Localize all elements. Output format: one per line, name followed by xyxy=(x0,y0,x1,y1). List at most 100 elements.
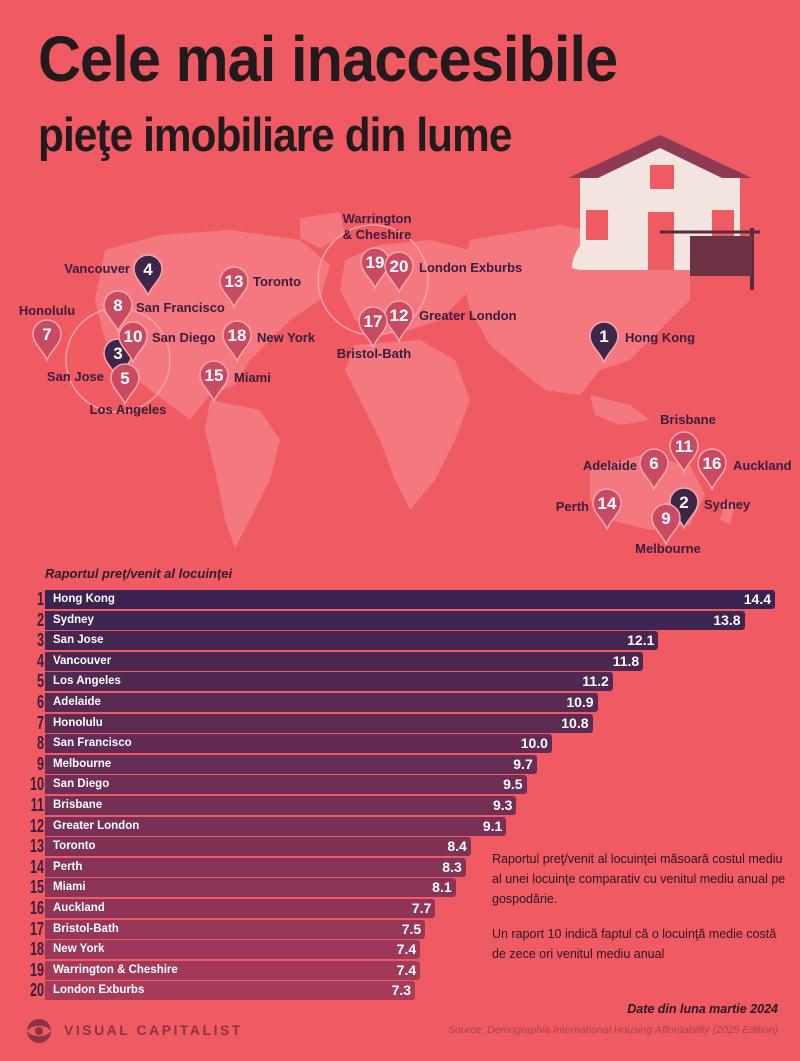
map-pin: 12 Greater London xyxy=(384,300,517,344)
bar-value-label: 10.9 xyxy=(566,694,594,710)
map-pin: 20 London Exburbs xyxy=(384,251,522,295)
bar-rank: 15 xyxy=(29,877,44,898)
map-pin: 8 San Francisco xyxy=(103,290,225,334)
bar-rank: 5 xyxy=(36,671,44,692)
bar-category-label: San Diego xyxy=(53,778,110,791)
new-zealand-shape xyxy=(720,500,735,525)
map-pin: 14 Perth xyxy=(556,488,622,532)
bar xyxy=(45,816,507,836)
bar-value-label: 14.4 xyxy=(743,591,771,607)
explanation-note-1: Raportul preţ/venit al locuinţei măsoară… xyxy=(492,852,786,906)
bar-category-label: Adelaide xyxy=(53,696,101,708)
bar xyxy=(45,940,421,960)
bar-rank: 20 xyxy=(29,980,44,1001)
map-pin-label: New York xyxy=(257,330,316,345)
bar-value-label: 7.3 xyxy=(391,982,412,999)
bar-category-label: Brisbane xyxy=(53,799,103,811)
bar-row: 15 Miami 8.1 xyxy=(0,877,800,898)
bar-rank: 8 xyxy=(36,733,44,754)
map-pin-rank: 10 xyxy=(124,327,143,346)
bar-category-label: San Francisco xyxy=(53,737,132,750)
map-pin-marker-icon xyxy=(32,319,62,363)
bar-rank: 6 xyxy=(36,692,44,712)
map-pin-label: Warrington & Cheshire xyxy=(343,211,412,242)
bar xyxy=(45,713,593,733)
map-pin-rank: 12 xyxy=(390,306,409,325)
bar xyxy=(45,610,745,630)
map-pin-rank: 19 xyxy=(366,253,385,272)
brand-name: VISUAL CAPITALIST xyxy=(64,1022,243,1038)
bar-category-label: London Exburbs xyxy=(53,984,145,997)
se-asia-islands-shape xyxy=(590,395,650,425)
bar-value-label: 12.1 xyxy=(627,632,655,649)
map-pin-label: Toronto xyxy=(253,274,301,289)
bar-category-label: Sydney xyxy=(53,613,94,626)
bar xyxy=(45,796,517,815)
map-pin-marker-icon xyxy=(110,363,140,407)
map-pin-label: Perth xyxy=(556,499,589,514)
map-pin-marker-icon xyxy=(118,321,148,365)
bar-category-label: Los Angeles xyxy=(53,675,121,688)
bar xyxy=(45,919,426,939)
bar-value-label: 13.8 xyxy=(713,611,741,628)
bar-rank: 18 xyxy=(29,939,44,960)
bar-category-label: Toronto xyxy=(53,840,96,853)
map-pin-marker-icon xyxy=(199,360,229,404)
map-pin-rank: 16 xyxy=(703,454,722,473)
bar xyxy=(45,981,416,1001)
explanation-note-2: Un raport 10 indică faptul că o locuinţă… xyxy=(492,927,777,961)
bar-rank: 13 xyxy=(29,836,44,857)
bar-row: 5 Los Angeles 11.2 xyxy=(0,671,800,692)
bar xyxy=(45,693,598,712)
bar-row: 10 San Diego 9.5 xyxy=(0,774,800,795)
map-pin-marker-icon xyxy=(384,251,414,295)
map-pin: 15 Miami xyxy=(199,360,271,404)
bar xyxy=(45,899,436,918)
bar-value-label: 9.1 xyxy=(482,817,503,834)
bar-row: 6 Adelaide 10.9 xyxy=(0,693,800,712)
map-pin: 10 San Diego xyxy=(118,321,216,365)
map-pin-label: Los Angeles xyxy=(90,402,167,417)
bar-row: 8 San Francisco 10.0 xyxy=(0,733,800,754)
bar xyxy=(45,857,466,877)
map-pin-marker-icon xyxy=(384,300,414,344)
bar-value-label: 8.1 xyxy=(432,879,452,896)
bar-category-label: San Jose xyxy=(53,634,104,647)
south-america-shape xyxy=(205,400,280,548)
map-pin-marker-icon xyxy=(219,266,249,310)
bar-rank: 2 xyxy=(36,609,44,630)
title-line-2: pieţe imobiliare din lume xyxy=(38,108,512,161)
bar-value-label: 9.3 xyxy=(492,797,513,813)
bar-row: 3 San Jose 12.1 xyxy=(0,631,800,651)
bar-category-label: Honolulu xyxy=(53,716,103,729)
map-pin-rank: 8 xyxy=(113,296,122,315)
map-pin-label: Auckland xyxy=(733,458,792,473)
map-pin-label: Vancouver xyxy=(64,261,130,276)
bar-category-label: Vancouver xyxy=(53,654,112,667)
map-pin-rank: 7 xyxy=(42,325,51,344)
title-line-1: Cele mai inaccesibile xyxy=(38,23,618,95)
map-pin-rank: 17 xyxy=(364,312,383,331)
chart-title: Raportul preţ/venit al locuinţei xyxy=(45,566,233,581)
bar-row: 1 Hong Kong 14.4 xyxy=(0,590,800,609)
map-pin-rank: 14 xyxy=(598,494,617,513)
bar-category-label: Warrington & Cheshire xyxy=(53,963,178,976)
map-pins: 1 Hong Kong 2 Sydney 3 San Jose 4 Vancouver 5 Los… xyxy=(19,211,792,556)
map-pin-label: Adelaide xyxy=(583,458,637,473)
map-pin-marker-icon xyxy=(592,488,622,532)
bar-value-label: 8.3 xyxy=(442,858,462,875)
bar-category-label: Miami xyxy=(53,881,86,894)
world-map: 1 Hong Kong 2 Sydney 3 San Jose 4 Vancouver 5 Los… xyxy=(19,135,792,556)
map-pin-label: Melbourne xyxy=(635,541,701,556)
map-pin-rank: 1 xyxy=(599,327,608,346)
bar-row: 14 Perth 8.3 xyxy=(0,856,800,877)
map-pin-rank: 13 xyxy=(225,272,244,291)
bar-value-label: 7.7 xyxy=(411,900,432,916)
bar-row: 4 Vancouver 11.8 xyxy=(0,651,800,671)
bar-rank: 10 xyxy=(29,774,44,795)
map-pin-marker-icon xyxy=(697,448,727,492)
map-pin: 5 Los Angeles xyxy=(90,363,167,417)
map-pin: 7 Honolulu xyxy=(19,303,75,363)
bar-rank: 14 xyxy=(29,856,44,877)
bar xyxy=(45,837,471,857)
